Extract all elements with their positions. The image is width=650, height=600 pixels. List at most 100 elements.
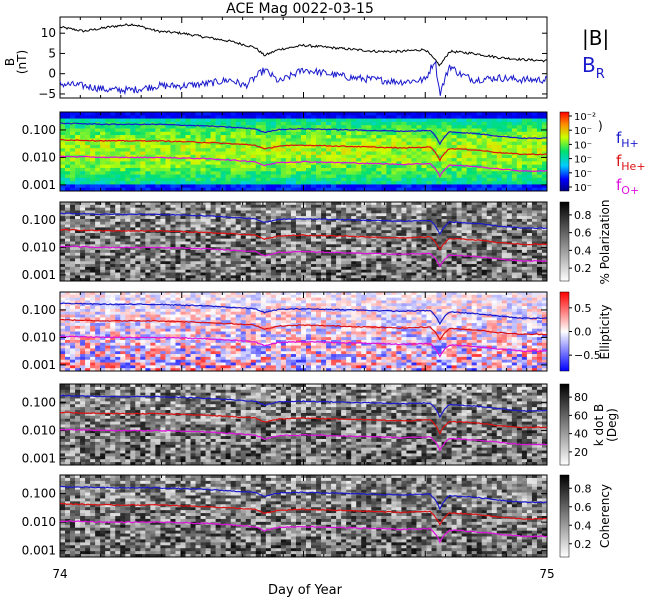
heatmap-cell [476,235,483,239]
heatmap-cell [376,121,382,126]
heatmap-cell [516,158,523,162]
heatmap-cell [406,128,412,133]
heatmap-cell [160,164,166,169]
heatmap-cell [451,218,457,223]
heatmap-cell [285,275,292,279]
heatmap-cell [511,218,518,223]
heatmap-cell [466,125,472,129]
heatmap-cell [421,275,427,279]
heatmap-cell [341,216,347,220]
heatmap-cell [175,181,181,185]
heatmap-cell [180,187,186,192]
heatmap-cell [441,252,447,256]
heatmap-cell [476,174,483,179]
heatmap-cell [200,266,206,271]
heatmap-cell [401,244,407,248]
heatmap-cell [80,278,86,282]
heatmap-cell [70,233,76,237]
heatmap-cell [336,275,342,279]
heatmap-cell [120,154,126,159]
heatmap-cell [70,247,76,251]
heatmap-cell [311,218,317,223]
heatmap-cell [250,238,257,242]
heatmap-cell [235,255,242,259]
heatmap-cell [145,151,151,156]
heatmap-cell [416,275,422,279]
heatmap-cell [115,135,121,139]
heatmap-cell [90,221,96,225]
heatmap-cell [130,161,136,165]
heatmap-cell [210,164,216,169]
heatmap-cell [491,118,498,123]
heatmap-cell [115,213,121,217]
heatmap-cell [356,154,362,159]
heatmap-cell [441,204,447,208]
heatmap-cell [220,128,226,133]
heatmap-cell [331,252,337,256]
heatmap-cell [436,181,442,185]
heatmap-cell [160,227,166,231]
heatmap-cell [516,131,523,136]
heatmap-cell [245,177,252,182]
heatmap-cell [220,138,226,142]
heatmap-cell [316,128,322,133]
heatmap-cell [195,252,201,256]
heatmap-cell [195,131,201,136]
heatmap-cell [506,207,513,211]
heatmap-cell [421,247,427,251]
heatmap-cell [145,252,151,256]
heatmap-cell [65,252,71,256]
heatmap-cell [90,241,96,245]
heatmap-cell [130,171,136,175]
heatmap-cell [175,115,181,119]
heatmap-cell [110,128,116,133]
heatmap-cell [311,121,317,126]
heatmap-cell [486,112,493,116]
heatmap-cell [326,210,332,214]
heatmap-cell [376,177,382,182]
heatmap-cell [115,269,121,273]
heatmap-cell [411,244,417,248]
heatmap-cell [321,181,327,185]
heatmap-cell [260,241,267,245]
heatmap-cell [511,204,518,208]
heatmap-cell [130,151,136,156]
heatmap-cell [486,216,493,220]
heatmap-cell [290,167,297,172]
heatmap-cell [471,151,478,156]
heatmap-cell [361,238,367,242]
heatmap-cell [250,204,257,208]
heatmap-cell [255,135,262,139]
heatmap-cell [506,235,513,239]
heatmap-cell [180,115,186,119]
heatmap-cell [486,261,493,265]
heatmap-cell [90,118,96,123]
heatmap-cell [110,187,116,192]
heatmap-cell [160,247,166,251]
heatmap-cell [401,227,407,231]
heatmap-cell [145,118,151,123]
heatmap-cell [285,244,292,248]
heatmap-cell [160,249,166,254]
heatmap-cell [441,247,447,251]
heatmap-cell [421,118,427,123]
heatmap-cell [155,144,161,149]
heatmap-cell [120,249,126,254]
heatmap-cell [165,249,171,254]
heatmap-cell [476,161,483,165]
heatmap-cell [526,167,533,172]
heatmap-cell [105,275,111,279]
heatmap-cell [456,161,462,165]
heatmap-cell [285,138,292,142]
heatmap-cell [391,202,397,206]
heatmap-cell [220,167,226,172]
heatmap-cell [376,202,382,206]
heatmap-cell [155,249,161,254]
heatmap-cell [155,261,161,265]
heatmap-cell [70,161,76,165]
heatmap-cell [225,266,231,271]
heatmap-cell [346,135,352,139]
heatmap-cell [446,224,452,228]
heatmap-cell [441,235,447,239]
heatmap-cell [426,202,432,206]
